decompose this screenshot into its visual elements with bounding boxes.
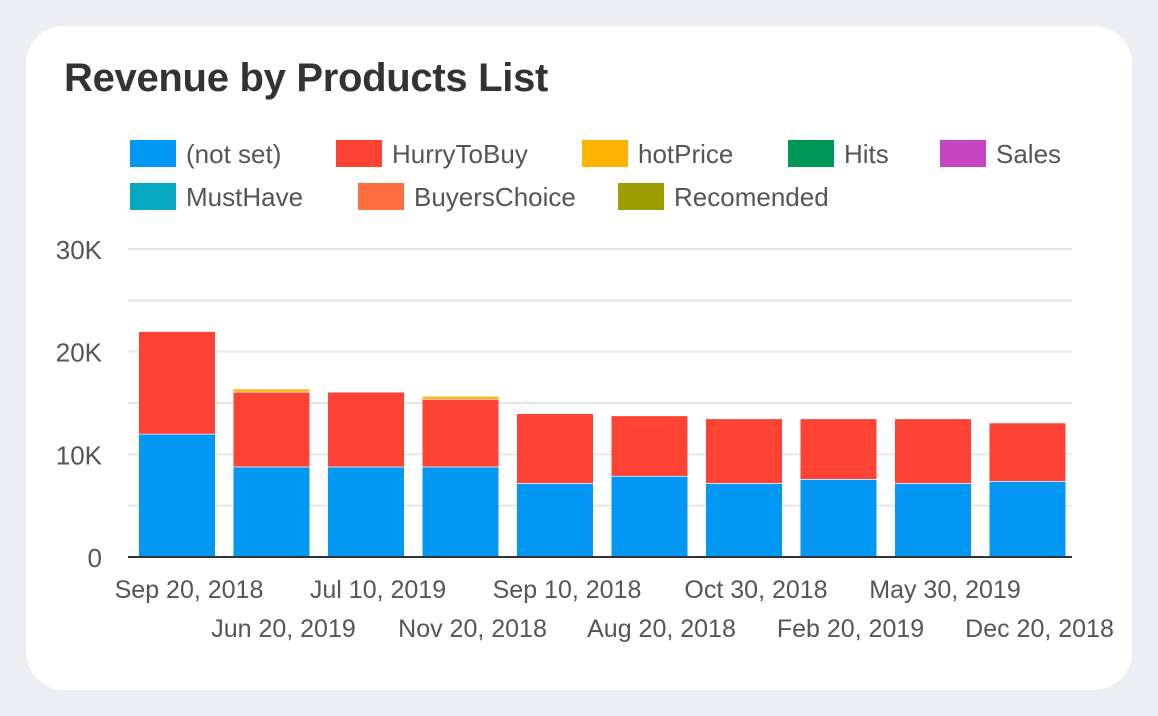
bar-hurrytobuy: [328, 391, 404, 467]
legend-swatch: [582, 140, 628, 167]
legend-swatch: [130, 183, 176, 210]
chart-title: Revenue by Products List: [64, 56, 549, 100]
x-tick-label: Nov 20, 2018: [398, 615, 547, 643]
legend-swatch: [788, 140, 834, 167]
bar-hurrytobuy: [989, 422, 1066, 482]
bar-not-set: [611, 475, 688, 557]
legend-swatch: [336, 140, 382, 167]
y-tick-label: 20K: [56, 338, 103, 368]
bar-hurrytobuy: [233, 391, 310, 467]
bar-not-set: [800, 478, 877, 557]
bar-hotprice: [422, 395, 499, 399]
x-tick-label: Jun 20, 2019: [211, 615, 356, 643]
legend-label: MustHave: [186, 182, 304, 212]
x-tick-label: Sep 10, 2018: [493, 576, 642, 604]
x-tick-label: Sep 20, 2018: [115, 576, 264, 604]
legend-label: hotPrice: [638, 139, 734, 169]
legend-label: BuyersChoice: [414, 182, 576, 212]
x-tick-label: Jul 10, 2019: [310, 576, 446, 604]
bar-not-set: [233, 466, 310, 557]
y-tick-label: 10K: [56, 440, 103, 470]
x-tick-label: Oct 30, 2018: [684, 576, 827, 604]
legend-swatch: [940, 140, 986, 167]
legend-label: (not set): [186, 139, 282, 169]
bar-hurrytobuy: [706, 418, 782, 484]
y-tick-label: 0: [88, 543, 102, 573]
legend-label: Hits: [844, 139, 889, 169]
bar-hurrytobuy: [611, 415, 688, 476]
bar-not-set: [139, 433, 215, 557]
x-tick-label: Feb 20, 2019: [777, 615, 924, 643]
legend-label: Sales: [996, 139, 1062, 169]
legend-label: HurryToBuy: [392, 139, 528, 169]
bar-not-set: [422, 466, 499, 557]
bar-hotprice: [233, 388, 310, 392]
x-tick-label: May 30, 2019: [869, 576, 1021, 604]
y-tick-label: 30K: [56, 235, 103, 265]
bar-hurrytobuy: [139, 331, 215, 434]
bar-hurrytobuy: [517, 413, 593, 484]
x-tick-label: Aug 20, 2018: [587, 615, 736, 643]
x-tick-label: Dec 20, 2018: [965, 615, 1114, 643]
bar-not-set: [895, 483, 971, 557]
legend-swatch: [130, 140, 176, 167]
bar-not-set: [328, 466, 404, 557]
bar-not-set: [706, 483, 782, 557]
bar-not-set: [517, 483, 593, 557]
legend-label: Recomended: [674, 182, 829, 212]
bar-hurrytobuy: [800, 418, 877, 479]
bar-hurrytobuy: [422, 398, 499, 467]
legend-swatch: [618, 183, 664, 210]
bar-hurrytobuy: [895, 418, 971, 484]
legend-swatch: [358, 183, 404, 210]
bar-not-set: [989, 481, 1066, 557]
